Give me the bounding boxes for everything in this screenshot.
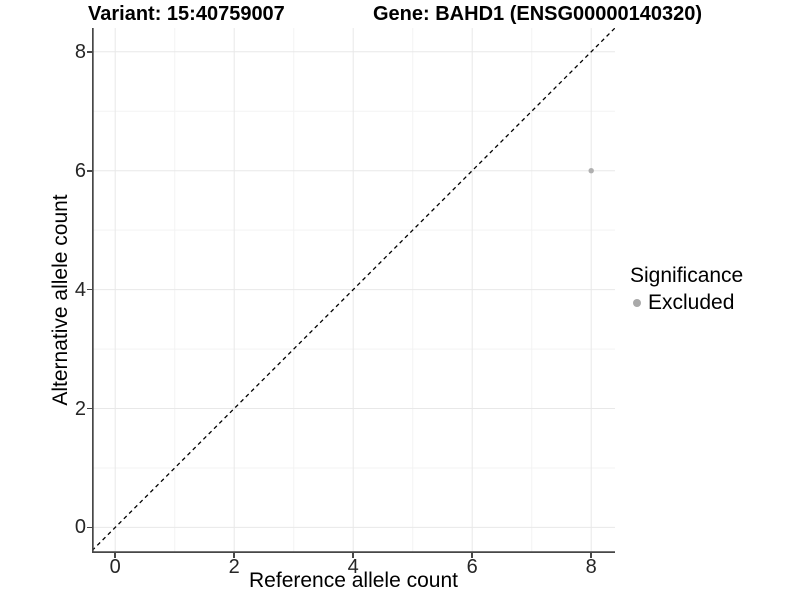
x-tick-label: 8: [585, 556, 597, 578]
y-tick-label: 4: [74, 278, 86, 301]
x-tick-mark: [352, 553, 355, 558]
x-tick-label: 2: [228, 556, 240, 578]
y-tick-mark: [87, 407, 92, 410]
y-tick-label: 0: [74, 516, 86, 539]
legend: Significance Excluded: [630, 264, 743, 315]
data-point: [588, 167, 594, 174]
y-tick-mark: [87, 288, 92, 291]
plot-title-variant: Variant: 15:40759007: [88, 3, 285, 25]
y-tick-mark: [87, 169, 92, 172]
x-tick-mark: [471, 553, 474, 558]
y-tick-label: 8: [74, 40, 86, 63]
plot-title-gene: Gene: BAHD1 (ENSG00000140320): [373, 3, 703, 25]
x-tick-label: 0: [109, 556, 121, 578]
x-tick-mark: [590, 553, 593, 558]
panel-canvas: [92, 28, 615, 553]
plot-panel: [92, 28, 615, 553]
y-tick-mark: [87, 50, 92, 53]
legend-item-label: Excluded: [648, 291, 735, 314]
x-tick-mark: [233, 553, 236, 558]
x-tick-label: 4: [347, 556, 359, 578]
y-tick-label: 2: [74, 397, 86, 420]
x-tick-mark: [114, 553, 117, 558]
legend-point-icon: [633, 299, 641, 307]
legend-title: Significance: [630, 264, 744, 287]
y-tick-mark: [87, 526, 92, 529]
x-axis-title: Reference allele count: [249, 569, 458, 592]
y-tick-label: 6: [74, 159, 86, 182]
legend-item-excluded: Excluded: [633, 291, 743, 315]
identity-line: [92, 28, 615, 552]
x-tick-label: 6: [466, 556, 478, 578]
